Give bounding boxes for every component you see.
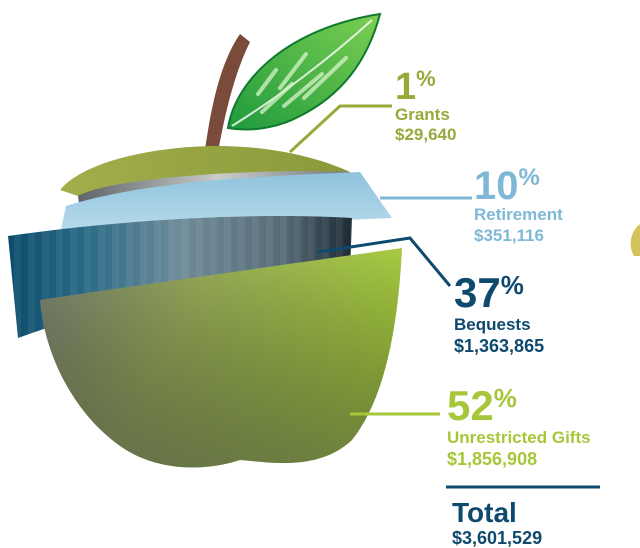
- slice-unrestricted-gifts: [40, 248, 402, 468]
- amount-unrestricted-gifts: $1,856,908: [447, 449, 538, 469]
- amount-retirement: $351,116: [474, 226, 544, 245]
- total-title: Total: [452, 497, 517, 528]
- pct-grants: 1: [395, 66, 417, 108]
- pct-unrestricted-gifts: 52: [447, 382, 494, 429]
- amount-grants: $29,640: [395, 125, 457, 144]
- name-bequests: Bequests: [454, 315, 531, 334]
- pct-sign-bequests: %: [500, 270, 524, 300]
- pct-retirement: 10: [474, 164, 519, 208]
- apple-stem: [205, 34, 250, 152]
- total-amount: $3,601,529: [452, 528, 543, 548]
- name-unrestricted-gifts: Unrestricted Gifts: [447, 428, 591, 447]
- leader-grants: [288, 104, 392, 154]
- leader-bequests: [317, 236, 452, 287]
- label-bequests: 37% Bequests $1,363,865: [454, 269, 545, 356]
- label-retirement: 10% Retirement $351,116: [474, 164, 563, 245]
- pct-sign-retirement: %: [518, 164, 540, 191]
- pct-sign-grants: %: [416, 66, 436, 91]
- edge-ornament: [630, 224, 640, 256]
- amount-bequests: $1,363,865: [454, 336, 545, 356]
- name-retirement: Retirement: [474, 205, 563, 224]
- pct-bequests: 37: [454, 269, 501, 316]
- label-grants: 1% Grants $29,640: [395, 66, 457, 144]
- apple-leaf: [226, 12, 382, 131]
- label-unrestricted-gifts: 52% Unrestricted Gifts $1,856,908: [447, 382, 591, 469]
- label-total: Total $3,601,529: [452, 497, 543, 548]
- pct-sign-unrestricted-gifts: %: [493, 383, 517, 413]
- name-grants: Grants: [395, 105, 450, 124]
